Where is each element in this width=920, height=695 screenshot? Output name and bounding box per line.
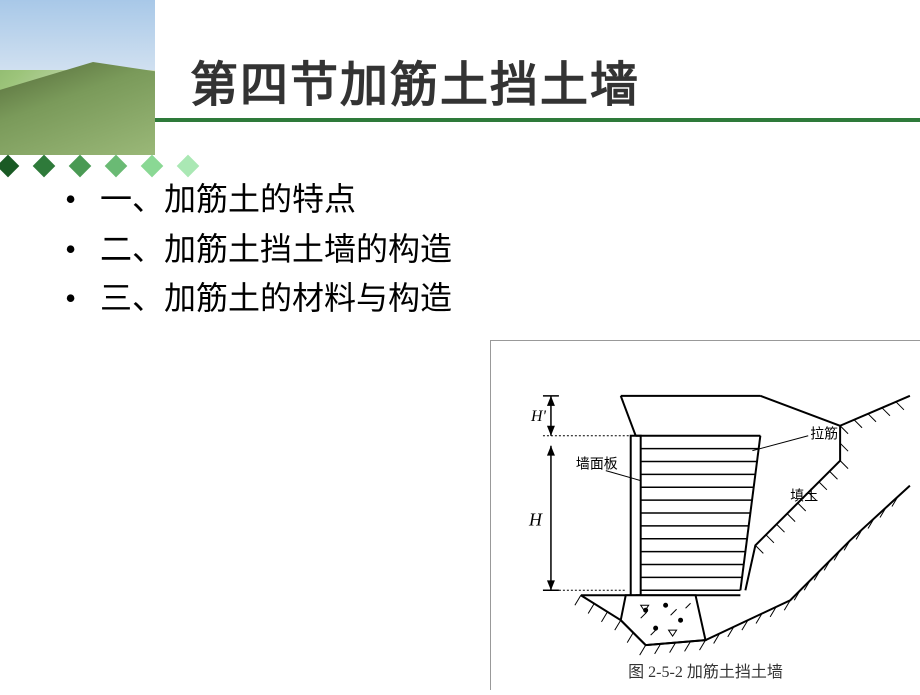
diamond-4: [105, 155, 128, 178]
diamond-2: [33, 155, 56, 178]
foundation: [621, 595, 706, 645]
highway-graphic: [0, 83, 155, 155]
label-reinforcement: 拉筋: [810, 426, 838, 443]
label-fill: 填土: [790, 489, 818, 505]
reinforcement-layers: [636, 436, 761, 596]
diamond-1: [0, 155, 19, 178]
title-underline: [155, 118, 920, 122]
label-wall-face: 墙面板: [576, 457, 618, 473]
diamond-3: [69, 155, 92, 178]
bullet-list: 一、加筋土的特点 二、加筋土挡土墙的构造 三、加筋土的材料与构造: [60, 175, 452, 324]
label-h: H: [528, 509, 543, 529]
corner-photo: [0, 0, 155, 155]
figure-retaining-wall: H' H: [490, 340, 920, 690]
bullet-item-3: 三、加筋土的材料与构造: [60, 274, 452, 324]
bullet-item-2: 二、加筋土挡土墙的构造: [60, 225, 452, 275]
label-h-prime: H': [530, 408, 547, 425]
bullet-item-1: 一、加筋土的特点: [60, 175, 452, 225]
figure-caption: 图 2-5-2 加筋土挡土墙: [491, 658, 920, 682]
diamond-6: [177, 155, 200, 178]
slide: 第四节加筋土挡土墙 一、加筋土的特点 二、加筋土挡土墙的构造 三、加筋土的材料与…: [0, 0, 920, 690]
slide-title: 第四节加筋土挡土墙: [190, 45, 640, 115]
figure-svg: H' H: [491, 341, 920, 690]
diamond-accent-bar: [0, 155, 216, 177]
wall-face-panel: [631, 436, 641, 596]
diamond-5: [141, 155, 164, 178]
